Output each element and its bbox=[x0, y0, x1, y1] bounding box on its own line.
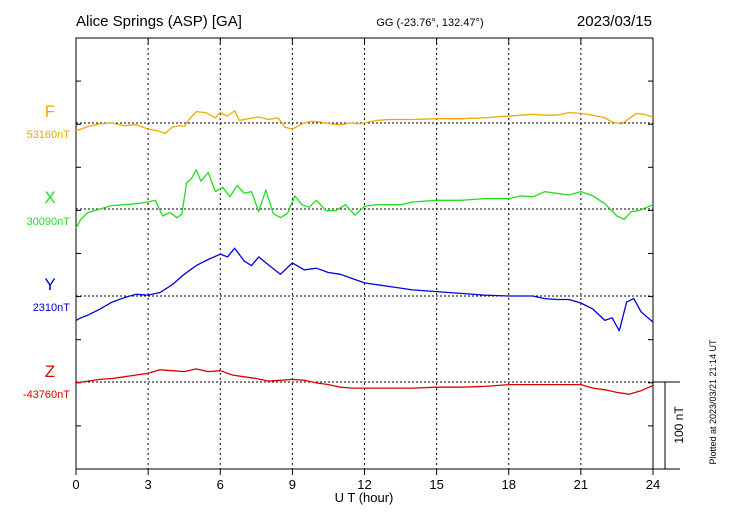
series-baseline-f: 53160nT bbox=[27, 129, 71, 141]
x-tick-label: 6 bbox=[217, 477, 224, 492]
series-line-f bbox=[75, 110, 654, 135]
series-baseline-x: 30090nT bbox=[27, 216, 71, 228]
station-coordinates: GG (-23.76°, 132.47°) bbox=[376, 17, 483, 29]
x-tick-label: 18 bbox=[502, 477, 516, 492]
series-layer bbox=[75, 110, 654, 395]
scale-bar-label: 100 nT bbox=[672, 406, 686, 444]
x-axis: 0 3 6 9 12 15 18 21 24 bbox=[72, 38, 660, 492]
series-name-y: Y bbox=[44, 275, 55, 294]
series-baseline-z: -43760nT bbox=[23, 389, 70, 401]
series-name-f: F bbox=[45, 102, 55, 121]
series-labels: F 53160nT X 30090nT Y 2310nT Z -43760nT bbox=[23, 102, 70, 401]
x-tick-label: 3 bbox=[145, 477, 152, 492]
series-line-x bbox=[75, 169, 654, 229]
x-tick-label: 12 bbox=[357, 477, 371, 492]
x-tick-label: 9 bbox=[289, 477, 296, 492]
x-tick-label: 15 bbox=[429, 477, 443, 492]
x-tick-label: 21 bbox=[574, 477, 588, 492]
series-name-z: Z bbox=[45, 362, 55, 381]
x-tick-label: 0 bbox=[72, 477, 79, 492]
series-line-y bbox=[75, 247, 654, 332]
plotted-timestamp: Plotted at 2023/03/21 21:14 UT bbox=[708, 339, 718, 465]
scale-bar: 100 nT bbox=[653, 381, 686, 470]
series-line-z bbox=[75, 368, 654, 395]
series-baseline-y: 2310nT bbox=[33, 302, 71, 314]
x-axis-label: U T (hour) bbox=[335, 490, 394, 505]
x-tick-label: 24 bbox=[646, 477, 660, 492]
plot-date: 2023/03/15 bbox=[577, 13, 652, 30]
grid-lines bbox=[76, 37, 653, 469]
station-title: Alice Springs (ASP) [GA] bbox=[76, 13, 242, 30]
series-name-x: X bbox=[44, 188, 55, 207]
